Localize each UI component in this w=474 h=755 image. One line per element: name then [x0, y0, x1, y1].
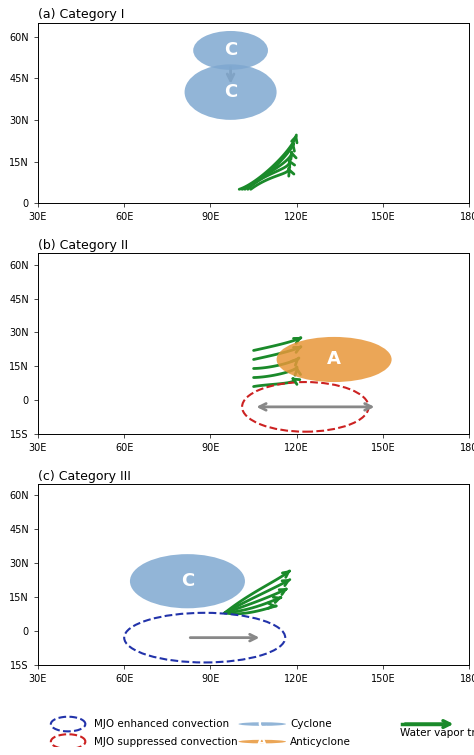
Text: C: C	[224, 83, 237, 101]
Text: C: C	[181, 572, 194, 590]
Text: A: A	[257, 735, 267, 748]
Ellipse shape	[130, 554, 245, 609]
Text: Anticyclone: Anticyclone	[290, 737, 351, 747]
Text: MJO enhanced convection: MJO enhanced convection	[94, 719, 229, 729]
Circle shape	[238, 740, 286, 744]
Text: (b) Category II: (b) Category II	[38, 239, 128, 252]
Text: MJO suppressed convection: MJO suppressed convection	[94, 737, 237, 747]
Ellipse shape	[184, 64, 277, 120]
Ellipse shape	[193, 31, 268, 70]
Text: C: C	[258, 717, 267, 731]
Text: (c) Category III: (c) Category III	[38, 470, 131, 483]
Text: Water vapor transport: Water vapor transport	[400, 728, 474, 738]
Text: A: A	[327, 350, 341, 368]
Text: Cyclone: Cyclone	[290, 719, 332, 729]
Text: (a) Category I: (a) Category I	[38, 8, 124, 21]
Circle shape	[238, 723, 286, 726]
Ellipse shape	[277, 337, 392, 382]
Text: C: C	[224, 42, 237, 60]
